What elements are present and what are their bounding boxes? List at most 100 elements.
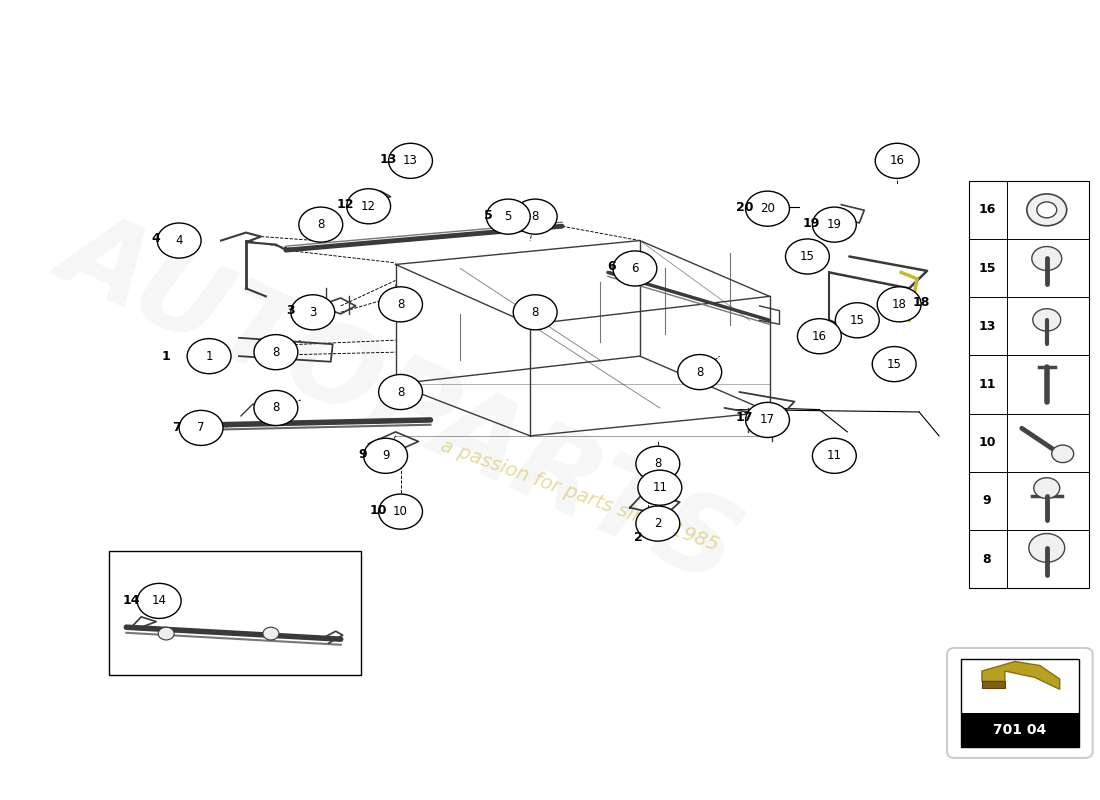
Circle shape bbox=[514, 294, 557, 330]
Circle shape bbox=[872, 346, 916, 382]
Circle shape bbox=[746, 402, 790, 438]
Text: AUTOPARTS: AUTOPARTS bbox=[45, 196, 757, 604]
Circle shape bbox=[378, 494, 422, 529]
Circle shape bbox=[364, 438, 407, 474]
Circle shape bbox=[1037, 202, 1057, 218]
Circle shape bbox=[378, 286, 422, 322]
Text: 4: 4 bbox=[152, 233, 161, 246]
Text: 7: 7 bbox=[197, 422, 205, 434]
Text: 20: 20 bbox=[736, 201, 754, 214]
Text: 9: 9 bbox=[382, 450, 389, 462]
Circle shape bbox=[678, 354, 722, 390]
Text: 8: 8 bbox=[654, 458, 661, 470]
Text: 8: 8 bbox=[531, 306, 539, 319]
Text: 4: 4 bbox=[175, 234, 183, 247]
Circle shape bbox=[798, 318, 842, 354]
Text: 13: 13 bbox=[379, 153, 397, 166]
Text: 17: 17 bbox=[760, 414, 775, 426]
Circle shape bbox=[746, 191, 790, 226]
Text: 18: 18 bbox=[912, 296, 930, 310]
Circle shape bbox=[179, 410, 223, 446]
Text: 8: 8 bbox=[272, 346, 279, 358]
Text: 3: 3 bbox=[309, 306, 317, 319]
Circle shape bbox=[876, 143, 920, 178]
Circle shape bbox=[1028, 534, 1065, 562]
Text: a passion for parts since 1985: a passion for parts since 1985 bbox=[439, 436, 722, 555]
Text: 16: 16 bbox=[812, 330, 827, 342]
Text: 5: 5 bbox=[505, 210, 512, 223]
Text: 6: 6 bbox=[631, 262, 639, 275]
Text: 19: 19 bbox=[803, 217, 821, 230]
Text: 15: 15 bbox=[850, 314, 865, 326]
Text: 7: 7 bbox=[172, 422, 180, 434]
Text: 3: 3 bbox=[286, 304, 295, 318]
Text: 11: 11 bbox=[652, 481, 668, 494]
Text: 8: 8 bbox=[397, 386, 404, 398]
Circle shape bbox=[486, 199, 530, 234]
Text: 11: 11 bbox=[827, 450, 842, 462]
Text: 8: 8 bbox=[531, 210, 539, 223]
Text: 8: 8 bbox=[272, 402, 279, 414]
Bar bbox=[961, 714, 1079, 746]
Circle shape bbox=[613, 251, 657, 286]
Text: 8: 8 bbox=[397, 298, 404, 311]
Circle shape bbox=[346, 189, 390, 224]
Circle shape bbox=[157, 223, 201, 258]
Text: 13: 13 bbox=[403, 154, 418, 167]
Text: 9: 9 bbox=[359, 448, 367, 461]
Text: 8: 8 bbox=[982, 553, 991, 566]
Text: 20: 20 bbox=[760, 202, 775, 215]
Circle shape bbox=[514, 199, 557, 234]
Circle shape bbox=[877, 286, 921, 322]
Circle shape bbox=[388, 143, 432, 178]
Circle shape bbox=[263, 627, 279, 640]
Bar bbox=[969, 181, 1089, 588]
Circle shape bbox=[1033, 309, 1060, 331]
Text: 5: 5 bbox=[484, 209, 493, 222]
Text: 15: 15 bbox=[978, 262, 996, 274]
Bar bbox=[109, 551, 361, 675]
Circle shape bbox=[638, 470, 682, 506]
Circle shape bbox=[158, 627, 174, 640]
Text: 701 04: 701 04 bbox=[993, 723, 1046, 737]
Text: 10: 10 bbox=[370, 503, 387, 517]
Text: 19: 19 bbox=[827, 218, 842, 231]
Circle shape bbox=[1034, 478, 1059, 498]
Circle shape bbox=[1032, 246, 1062, 270]
Circle shape bbox=[813, 438, 856, 474]
Text: 15: 15 bbox=[800, 250, 815, 263]
Circle shape bbox=[378, 374, 422, 410]
Circle shape bbox=[299, 207, 343, 242]
Text: 13: 13 bbox=[978, 320, 996, 333]
Circle shape bbox=[813, 207, 856, 242]
Circle shape bbox=[1026, 194, 1067, 226]
Text: 16: 16 bbox=[890, 154, 904, 167]
Text: 17: 17 bbox=[736, 411, 754, 424]
Circle shape bbox=[187, 338, 231, 374]
Text: 8: 8 bbox=[317, 218, 324, 231]
Text: 15: 15 bbox=[887, 358, 902, 370]
Polygon shape bbox=[982, 682, 1005, 688]
Polygon shape bbox=[982, 662, 1059, 690]
Text: 2: 2 bbox=[634, 530, 642, 544]
Text: 16: 16 bbox=[978, 203, 996, 216]
Circle shape bbox=[254, 334, 298, 370]
Text: 6: 6 bbox=[607, 259, 616, 273]
Text: 11: 11 bbox=[978, 378, 996, 391]
Text: 12: 12 bbox=[361, 200, 376, 213]
Circle shape bbox=[290, 294, 334, 330]
Text: 10: 10 bbox=[393, 505, 408, 518]
Text: 8: 8 bbox=[696, 366, 703, 378]
Bar bbox=[961, 659, 1079, 746]
Text: 14: 14 bbox=[152, 594, 167, 607]
Circle shape bbox=[254, 390, 298, 426]
Text: 1: 1 bbox=[162, 350, 170, 362]
Text: 1: 1 bbox=[206, 350, 212, 362]
Circle shape bbox=[835, 302, 879, 338]
Text: 9: 9 bbox=[982, 494, 991, 507]
Text: 18: 18 bbox=[892, 298, 906, 311]
Circle shape bbox=[1052, 445, 1074, 462]
Circle shape bbox=[636, 446, 680, 482]
Circle shape bbox=[785, 239, 829, 274]
Text: 10: 10 bbox=[978, 436, 996, 449]
